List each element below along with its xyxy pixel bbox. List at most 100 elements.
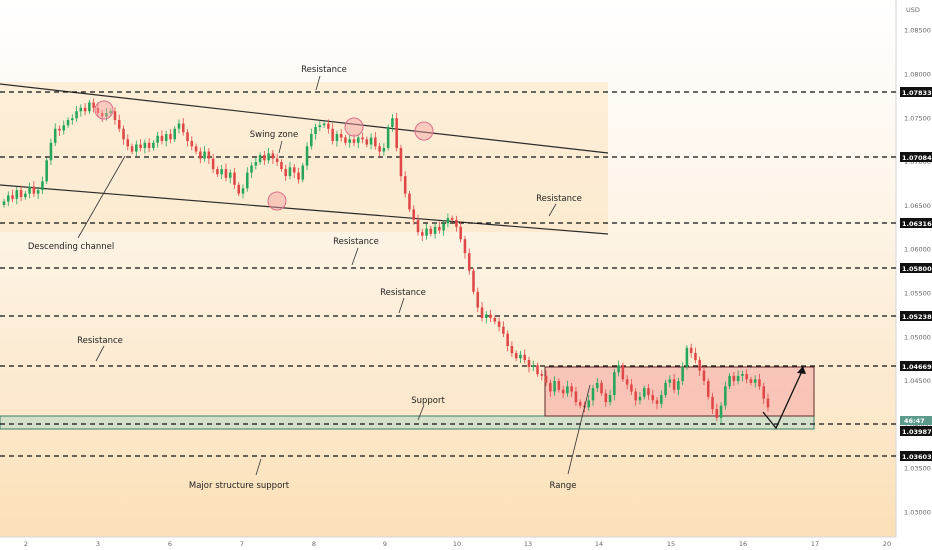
- candle-body: [258, 155, 262, 163]
- svg-text:46:47: 46:47: [904, 417, 925, 425]
- candle-body: [719, 405, 723, 418]
- level-badge: 1.07084: [900, 152, 932, 162]
- candle-body: [160, 135, 164, 142]
- level-badge: 1.05800: [900, 263, 932, 273]
- candle-body: [420, 232, 424, 236]
- candle-body: [339, 134, 343, 138]
- level-badge: 1.06316: [900, 218, 932, 228]
- candle-body: [109, 111, 112, 114]
- candle-body: [459, 226, 462, 240]
- candle-body: [365, 139, 369, 145]
- level-badge: 1.04669: [900, 361, 932, 371]
- candle-body: [668, 379, 672, 383]
- range-box: [544, 366, 815, 417]
- candle-body: [49, 142, 53, 161]
- candle-body: [88, 102, 91, 112]
- time-tick-label: 8: [312, 540, 316, 548]
- candle-body: [502, 326, 505, 334]
- level-badge: 1.05238: [900, 311, 932, 321]
- candle-body: [254, 162, 258, 166]
- candle-body: [241, 188, 245, 194]
- candle-body: [66, 120, 70, 126]
- svg-text:1.03603: 1.03603: [902, 453, 932, 461]
- candle-body: [745, 374, 748, 380]
- candle-body: [374, 137, 377, 147]
- candle-body: [369, 137, 373, 145]
- swing-high-circle: [94, 100, 114, 120]
- candle-body: [224, 169, 228, 178]
- price-tick-label: 1.03000: [904, 508, 931, 516]
- candle-body: [361, 137, 364, 140]
- candle-body: [736, 375, 740, 382]
- candle-body: [566, 386, 569, 394]
- price-tick-label: 1.07000: [904, 158, 931, 166]
- candle-body: [177, 123, 181, 129]
- candle-body: [519, 354, 522, 359]
- candle-body: [199, 151, 202, 159]
- candle-body: [438, 226, 441, 231]
- candle-body: [32, 186, 36, 194]
- current-price-badge: 46:47: [900, 416, 932, 425]
- candle-body: [510, 346, 514, 354]
- channel-zone: [0, 82, 608, 232]
- candle-body: [113, 111, 117, 121]
- price-tick-label: 1.05000: [904, 333, 931, 341]
- candle-body: [749, 379, 753, 383]
- level-badge: 1.07833: [900, 87, 932, 97]
- candle-body: [75, 111, 78, 119]
- candle-body: [506, 333, 509, 347]
- candle-body: [455, 219, 458, 227]
- candle-body: [677, 381, 680, 390]
- time-tick-label: 13: [524, 540, 532, 548]
- candle-body: [92, 102, 95, 108]
- candle-body: [130, 146, 134, 152]
- candle-body: [399, 148, 403, 177]
- time-tick-label: 3: [96, 540, 100, 548]
- candle-body: [356, 137, 360, 143]
- candle-body: [2, 201, 6, 205]
- candle-body: [651, 395, 655, 401]
- candle-body: [322, 123, 326, 126]
- currency-label: USD: [906, 6, 920, 14]
- channel-lower-line: [0, 184, 609, 235]
- candle-body: [591, 388, 595, 401]
- candle-body: [53, 128, 57, 143]
- candle-body: [664, 382, 667, 396]
- candle-body: [186, 132, 189, 142]
- svg-text:1.05238: 1.05238: [902, 313, 932, 321]
- candle-body: [58, 128, 61, 131]
- time-tick-label: 20: [883, 540, 891, 548]
- annotation-label: Swing zone: [250, 130, 298, 140]
- candle-body: [237, 184, 241, 194]
- candle-body: [105, 113, 108, 117]
- candle-body: [514, 353, 518, 359]
- candle-body: [190, 141, 194, 147]
- candle-body: [711, 396, 714, 410]
- candle-body: [408, 193, 411, 210]
- svg-text:1.07084: 1.07084: [902, 154, 932, 162]
- candle-body: [433, 226, 437, 234]
- svg-text:1.04669: 1.04669: [902, 363, 932, 371]
- candle-body: [429, 228, 433, 234]
- candle-body: [724, 386, 727, 406]
- annotation-label: Resistance: [380, 288, 426, 298]
- candle-body: [246, 172, 249, 189]
- candle-body: [122, 128, 125, 140]
- candle-body: [181, 123, 185, 133]
- candle-body: [292, 167, 296, 173]
- price-tick-label: 1.04500: [904, 377, 931, 385]
- candle-body: [642, 388, 646, 397]
- candle-body: [732, 375, 736, 382]
- candle-body: [655, 400, 659, 404]
- candle-body: [297, 172, 300, 180]
- candle-body: [220, 169, 223, 175]
- candle-body: [126, 139, 130, 147]
- candle-body: [531, 365, 535, 368]
- price-tick-label: 1.06500: [904, 202, 931, 210]
- candle-body: [694, 353, 697, 361]
- candle-body: [608, 395, 612, 403]
- candle-body: [62, 125, 66, 131]
- candle-body: [275, 158, 279, 163]
